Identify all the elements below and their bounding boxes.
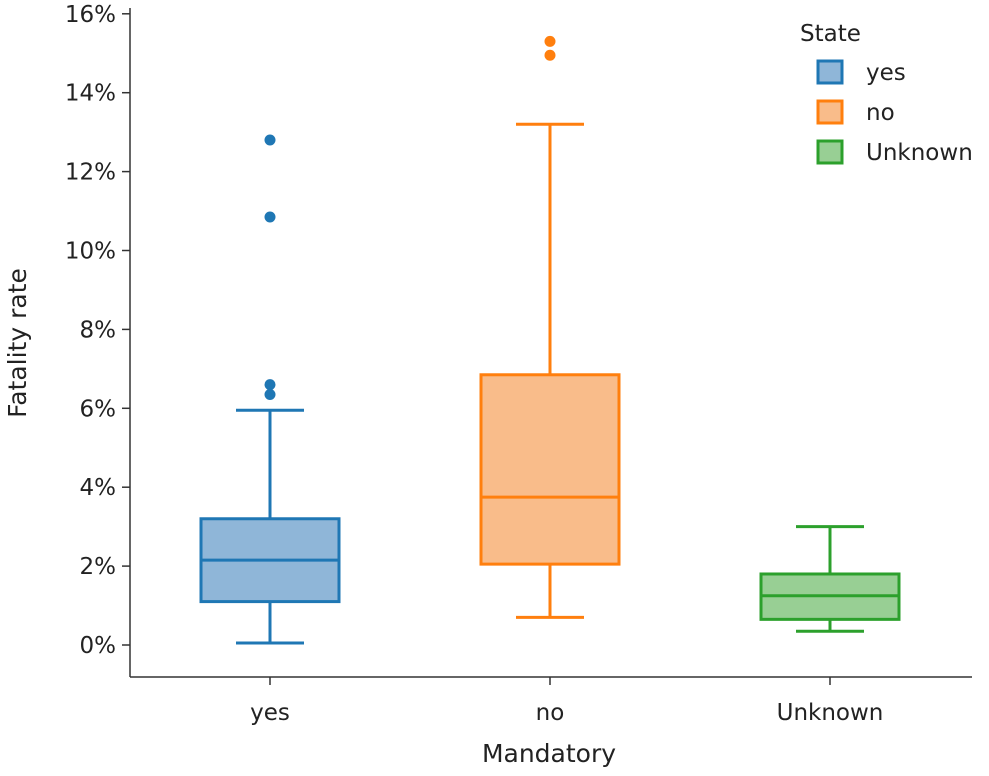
box-yes [199,134,341,645]
legend-label: Unknown [866,140,973,166]
x-ticks: yes no Unknown [250,677,883,726]
boxes [199,35,901,645]
legend-title: State [800,21,861,47]
y-tick-label: 4% [80,475,117,501]
x-axis-title: Mandatory [482,739,616,768]
y-tick-label: 2% [80,554,117,580]
outlier-point [264,211,276,223]
legend-label: no [866,100,895,126]
y-tick-label: 0% [80,633,117,659]
legend-swatch [816,139,844,165]
legend: State yes no Unknown [800,21,973,166]
y-axis-title: Fatality rate [3,268,32,418]
outlier-point [264,388,276,400]
legend-swatch [816,99,844,125]
y-tick-label: 16% [65,2,116,28]
outlier-point [264,134,276,146]
x-tick-label: no [536,700,565,726]
legend-swatch [816,59,844,85]
y-tick-label: 10% [65,239,116,265]
outlier-point [264,379,276,391]
box-no [479,35,621,619]
y-ticks: 0% 2% 4% 6% 8% 10% 12% 14% 16% [65,2,130,659]
y-tick-label: 8% [80,317,117,343]
x-tick-label: Unknown [777,700,884,726]
y-tick-label: 14% [65,81,116,107]
legend-label: yes [866,60,906,86]
box-iqr [479,373,621,566]
y-tick-label: 6% [80,396,117,422]
x-tick-label: yes [250,700,290,726]
outlier-point [544,49,556,61]
box-unknown [759,525,901,633]
outlier-point [544,35,556,47]
y-tick-label: 12% [65,160,116,186]
